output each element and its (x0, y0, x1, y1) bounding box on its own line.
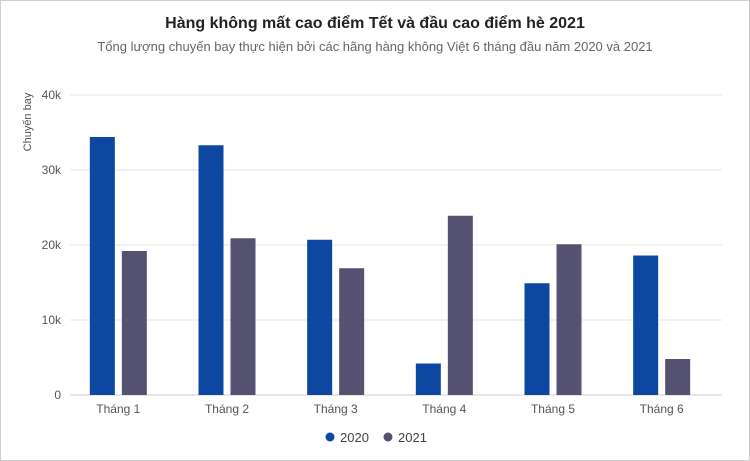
x-tick-label: Tháng 6 (640, 402, 684, 416)
bar-2020-4 (415, 363, 441, 395)
bar-2020-2 (198, 145, 224, 395)
y-tick-label: 30k (42, 163, 62, 177)
x-tick-label: Tháng 2 (205, 402, 249, 416)
bars (89, 137, 691, 395)
bar-2020-3 (307, 239, 333, 395)
bar-2020-6 (633, 255, 659, 395)
legend-marker-2021 (383, 432, 393, 442)
bar-2020-5 (524, 283, 550, 395)
chart-subtitle: Tổng lượng chuyến bay thực hiện bởi các … (97, 39, 652, 54)
x-axis-ticks: Tháng 1 Tháng 2 Tháng 3 Tháng 4 Tháng 5 Tháng… (96, 402, 684, 416)
bar-2021-3 (339, 268, 365, 395)
x-tick-label: Tháng 4 (422, 402, 466, 416)
legend-marker-2020 (325, 432, 335, 442)
x-tick-label: Tháng 3 (314, 402, 358, 416)
y-tick-label: 20k (42, 238, 62, 252)
y-axis-label: Chuyến bay (22, 92, 34, 151)
legend-label-2020[interactable]: 2020 (340, 430, 369, 445)
chart-title: Hàng không mất cao điểm Tết và đầu cao đ… (165, 14, 585, 32)
x-tick-label: Tháng 1 (96, 402, 140, 416)
x-tick-label: Tháng 5 (531, 402, 575, 416)
bar-2021-1 (121, 251, 147, 395)
legend: 2020 2021 (325, 430, 427, 445)
y-tick-label: 0 (54, 388, 61, 402)
gridlines (70, 94, 722, 396)
y-tick-label: 10k (42, 313, 62, 327)
y-tick-label: 40k (42, 88, 62, 102)
y-axis-ticks: 0 10k 20k 30k 40k (42, 88, 62, 402)
bar-2020-1 (89, 137, 115, 395)
bar-2021-6 (665, 359, 691, 395)
bar-2021-2 (230, 238, 256, 395)
bar-2021-4 (447, 215, 473, 395)
bar-2021-5 (556, 244, 582, 395)
legend-label-2021[interactable]: 2021 (398, 430, 427, 445)
